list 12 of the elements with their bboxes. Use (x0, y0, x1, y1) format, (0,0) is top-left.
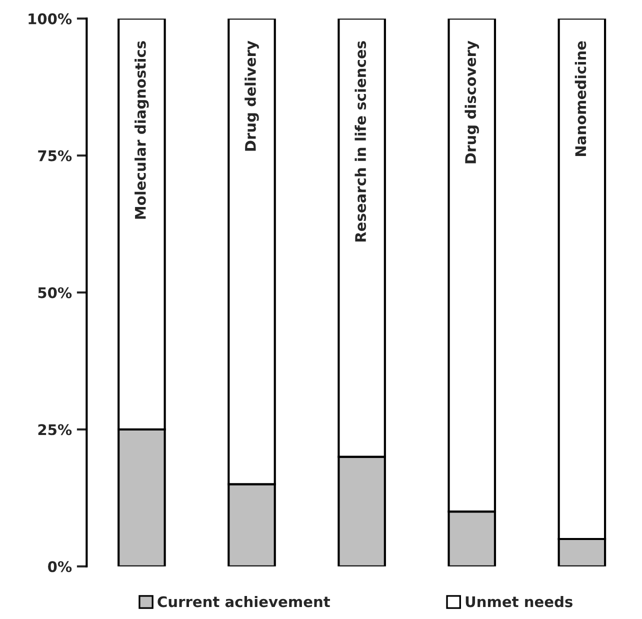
y-tick-label: 25% (38, 424, 72, 436)
y-tick-label: 0% (48, 561, 72, 572)
y-tick-label: 50% (38, 287, 72, 298)
x-tick-label: Molecular diagnostics (134, 41, 149, 219)
y-tick-label: 100% (28, 13, 72, 24)
y-tick-label: 75% (38, 150, 72, 162)
x-tick-label: Nanomedicine (574, 41, 586, 156)
x-tick-label: Research in life sciences (354, 41, 366, 242)
x-tick-label: Drug discovery (464, 40, 479, 164)
x-tick-label: Drug delivery (244, 40, 259, 151)
legend-label: Current achievement (158, 596, 330, 608)
legend-label: Unmet needs (466, 596, 572, 608)
